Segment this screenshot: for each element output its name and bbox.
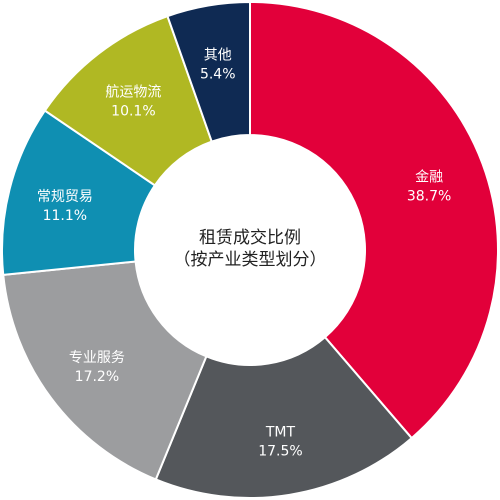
slice-label-5: 其他 [204, 48, 232, 64]
slice-1 [154, 335, 414, 499]
slice-value-2: 17.2% [75, 369, 119, 385]
slice-label-3: 常规贸易 [37, 189, 93, 205]
slice-0 [249, 0, 499, 440]
slice-value-5: 5.4% [200, 67, 236, 83]
slice-label-2: 专业服务 [69, 350, 125, 366]
slice-label-0: 金融 [415, 170, 443, 186]
slice-value-0: 38.7% [407, 189, 451, 205]
center-hole [135, 135, 365, 365]
center-title: 租赁成交比例 [199, 228, 301, 248]
slice-5 [166, 0, 251, 143]
slice-value-4: 10.1% [111, 104, 155, 120]
slice-label-1: TMT [265, 425, 296, 441]
slice-label-4: 航运物流 [105, 85, 161, 101]
slice-value-1: 17.5% [258, 444, 302, 460]
center-subtitle: （按产业类型划分） [174, 250, 327, 270]
labels-layer: 金融 38.7% TMT 17.5% 专业服务 17.2% 常规贸易 11.1% 航运物流 10.… [37, 48, 451, 460]
slice-value-3: 11.1% [43, 208, 87, 224]
